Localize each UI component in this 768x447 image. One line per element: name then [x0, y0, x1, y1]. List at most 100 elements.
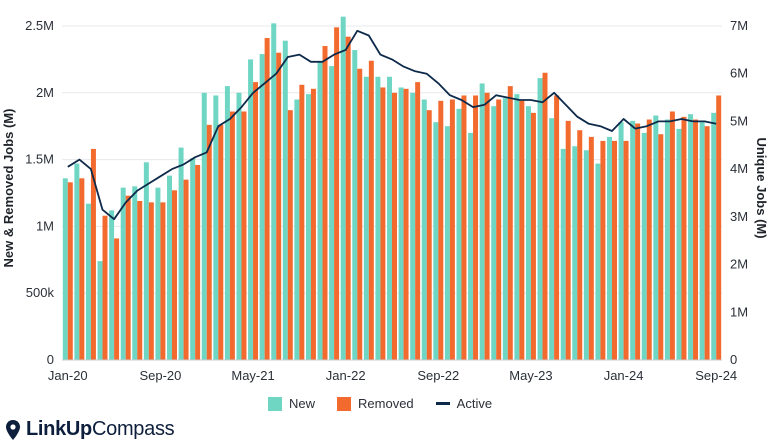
bar-new: [248, 59, 254, 361]
bar-new: [143, 162, 149, 360]
left-tick-label: 0: [47, 352, 54, 367]
legend-item-active: Active: [435, 396, 492, 411]
brand-name-bold: LinkUp: [26, 418, 92, 440]
brand-name-light: Compass: [91, 418, 175, 440]
right-axis-title: Unique Jobs (M): [754, 137, 768, 238]
right-tick-label: 0: [730, 352, 737, 367]
bar-removed: [438, 100, 444, 360]
bar-removed: [704, 126, 710, 360]
x-tick-label: Sep-20: [139, 368, 181, 383]
bar-removed: [368, 60, 374, 361]
bar-removed: [403, 88, 409, 361]
bar-new: [201, 92, 207, 361]
bar-new: [375, 76, 381, 360]
x-tick-label: May-21: [231, 368, 274, 383]
bar-new: [294, 99, 300, 360]
legend-swatch-new: [268, 396, 282, 411]
bar-new: [502, 98, 508, 361]
bar-removed: [276, 52, 282, 360]
bar-new: [190, 158, 196, 360]
bar-new: [97, 261, 103, 360]
active-line-layer: [67, 29, 717, 221]
bar-new: [329, 66, 335, 360]
bar-removed: [449, 99, 455, 360]
bar-new: [155, 187, 161, 360]
x-tick-label: Jan-20: [48, 368, 88, 383]
bar-removed: [623, 140, 629, 360]
right-tick-label: 2M: [730, 257, 748, 272]
bar-removed: [635, 123, 641, 360]
x-tick-label: Sep-24: [695, 368, 737, 383]
bar-removed: [496, 99, 502, 360]
location-pin-icon: [6, 419, 20, 440]
bar-removed: [473, 95, 479, 361]
bar-removed: [264, 38, 270, 361]
bar-new: [213, 95, 219, 361]
legend: New Removed Active: [268, 396, 492, 411]
bar-new: [572, 146, 578, 360]
bar-removed: [484, 92, 490, 361]
bar-new: [167, 175, 172, 360]
bar-removed: [426, 110, 432, 360]
bar-removed: [218, 124, 224, 360]
bar-new: [699, 122, 705, 360]
bar-removed: [681, 116, 687, 361]
bar-new: [479, 83, 485, 360]
bar-removed: [310, 88, 316, 361]
bar-new: [514, 94, 520, 361]
left-tick-label: 1.5M: [25, 152, 54, 167]
bar-removed: [612, 140, 617, 360]
bar-removed: [172, 190, 177, 360]
bar-removed: [554, 95, 560, 361]
bar-removed: [90, 148, 96, 360]
bar-new: [688, 114, 694, 361]
bar-new: [537, 78, 543, 360]
bar-removed: [102, 215, 108, 360]
left-tick-label: 1M: [36, 218, 54, 233]
bar-new: [676, 128, 682, 360]
bar-removed: [183, 179, 189, 360]
bar-removed: [519, 100, 525, 360]
legend-item-removed: Removed: [337, 396, 414, 411]
bar-removed: [334, 27, 340, 361]
bar-removed: [716, 95, 722, 361]
legend-swatch-removed: [337, 396, 352, 411]
bar-new: [525, 106, 531, 360]
bar-removed: [669, 111, 675, 360]
bar-removed: [241, 111, 247, 360]
bar-removed: [461, 95, 467, 361]
bar-removed: [148, 202, 154, 360]
bar-new: [109, 210, 115, 360]
bar-removed: [160, 202, 166, 360]
bar-new: [132, 186, 138, 360]
bar-removed: [658, 134, 664, 360]
x-tick-label: Jan-22: [326, 368, 366, 383]
legend-swatch-active: [435, 402, 450, 405]
right-tick-label: 3M: [730, 209, 748, 224]
bar-new: [456, 108, 462, 360]
bar-new: [363, 76, 369, 360]
bar-new: [607, 136, 612, 360]
bar-new: [618, 122, 624, 360]
brand-name: LinkUpCompass: [26, 418, 175, 441]
bar-new: [468, 132, 474, 360]
left-tick-label: 2.5M: [25, 18, 54, 33]
x-tick-label: Jan-24: [604, 368, 644, 383]
bar-new: [352, 50, 358, 360]
bar-new: [120, 187, 126, 360]
bar-new: [653, 115, 659, 361]
bar-group: [62, 16, 722, 361]
bar-new: [583, 150, 589, 360]
bar-new: [664, 119, 670, 361]
bar-new: [305, 94, 311, 361]
left-tick-label: 2M: [36, 85, 54, 100]
bar-new: [398, 87, 404, 361]
bar-removed: [565, 120, 571, 360]
bar-new: [410, 92, 416, 361]
x-tick-label: Sep-22: [417, 368, 459, 383]
bar-new: [595, 163, 601, 360]
bar-removed: [693, 119, 699, 361]
bar-removed: [125, 195, 131, 360]
bar-new: [421, 99, 427, 360]
bar-new: [549, 118, 555, 361]
